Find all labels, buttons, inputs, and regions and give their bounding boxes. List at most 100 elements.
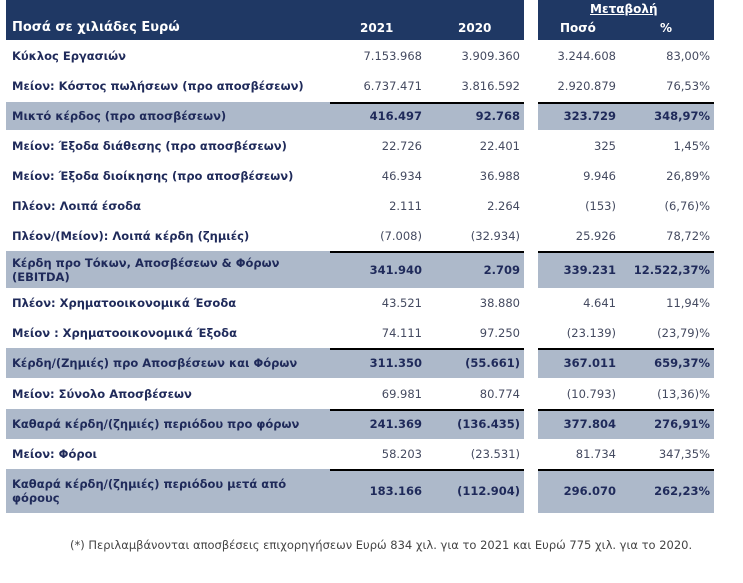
total-rule: [330, 409, 524, 411]
value-2021: (7.008): [380, 229, 422, 243]
change-pct: 659,37%: [654, 356, 710, 370]
row-band: [6, 469, 524, 513]
table-row-subtotal: Μικτό κέρδος (προ αποσβέσεων) 416.497 92…: [0, 102, 743, 130]
value-2021: 311.350: [369, 356, 422, 370]
value-2021: 341.940: [369, 262, 422, 277]
table-row: Μείον: Έξοδα διάθεσης (προ αποσβέσεων) 2…: [0, 132, 743, 160]
row-label: Κύκλος Εργασιών: [12, 49, 126, 63]
col-2021: 2021: [360, 21, 394, 35]
table-row: Μείον: Έξοδα διοίκησης (προ αποσβέσεων) …: [0, 162, 743, 190]
row-label: Μείον: Έξοδα διοίκησης (προ αποσβέσεων): [12, 169, 294, 183]
change-amount: 367.011: [563, 356, 616, 370]
change-pct: 348,97%: [654, 109, 710, 123]
row-label: Μείον: Κόστος πωλήσεων (προ αποσβέσεων): [12, 79, 304, 93]
value-2021: 58.203: [381, 447, 422, 461]
change-amount: (153): [585, 199, 616, 213]
value-2021: 22.726: [381, 139, 422, 153]
value-2020: 3.909.360: [461, 49, 520, 63]
value-2021: 2.111: [389, 199, 422, 213]
row-label: Κέρδη προ Τόκων, Αποσβέσεων & Φόρων (EBI…: [12, 255, 280, 284]
change-amount: 4.641: [583, 296, 616, 310]
value-2020: (55.661): [465, 356, 520, 370]
row-band: [6, 409, 524, 439]
value-2021: 241.369: [369, 417, 422, 431]
change-group-header: Μεταβολή: [590, 2, 658, 16]
row-label: Πλέον: Λοιπά έσοδα: [12, 199, 141, 213]
row-label: Καθαρά κέρδη/(ζημιές) περιόδου μετά από …: [12, 477, 287, 505]
change-pct: 26,89%: [666, 169, 710, 183]
value-2020: 38.880: [479, 296, 520, 310]
change-amount: 377.804: [563, 417, 616, 431]
row-band: [538, 469, 714, 513]
table-row: Μείον : Χρηματοοικονομικά Έξοδα 74.111 9…: [0, 319, 743, 347]
change-pct: (13,36)%: [657, 387, 710, 401]
col-2020: 2020: [458, 21, 492, 35]
change-pct: 1,45%: [673, 139, 710, 153]
table-row-subtotal: Κέρδη προ Τόκων, Αποσβέσεων & Φόρων (EBI…: [0, 251, 743, 288]
col-amount: Ποσό: [560, 21, 596, 35]
value-2020: 80.774: [479, 387, 520, 401]
value-2020: (32.934): [470, 229, 520, 243]
change-amount: 339.231: [563, 262, 616, 277]
row-label: Μείον: Φόροι: [12, 447, 97, 461]
row-band: [6, 251, 524, 288]
total-rule: [538, 469, 714, 471]
row-label: Πλέον: Χρηματοοικονομικά Έσοδα: [12, 296, 237, 310]
value-2020: 2.264: [487, 199, 520, 213]
change-pct: 347,35%: [658, 447, 710, 461]
value-2021: 416.497: [369, 109, 422, 123]
table-row-subtotal: Κέρδη/(Ζημιές) προ Αποσβέσεων και Φόρων …: [0, 348, 743, 378]
row-band: [538, 409, 714, 439]
change-pct: 83,00%: [666, 49, 710, 63]
change-pct: (6,76)%: [664, 199, 710, 213]
change-amount: 325: [594, 139, 616, 153]
change-pct: 276,91%: [654, 417, 710, 431]
row-band: [538, 251, 714, 288]
table-row: Μείον: Σύνολο Αποσβέσεων 69.981 80.774 (…: [0, 380, 743, 408]
value-2020: (23.531): [470, 447, 520, 461]
change-amount: 2.920.879: [557, 79, 616, 93]
table-row-subtotal: Καθαρά κέρδη/(ζημιές) περιόδου προ φόρων…: [0, 409, 743, 439]
row-band: [6, 348, 524, 378]
value-2020: 97.250: [479, 326, 520, 340]
row-label: Κέρδη/(Ζημιές) προ Αποσβέσεων και Φόρων: [12, 356, 298, 370]
change-pct: (23,79)%: [657, 326, 710, 340]
table-row: Πλέον: Χρηματοοικονομικά Έσοδα 43.521 38…: [0, 289, 743, 317]
total-rule: [538, 251, 714, 253]
table-row: Πλέον: Λοιπά έσοδα 2.111 2.264 (153) (6,…: [0, 192, 743, 220]
change-pct: 262,23%: [654, 484, 710, 498]
row-band: [538, 102, 714, 130]
value-2020: (136.435): [457, 417, 520, 431]
total-rule: [330, 469, 524, 471]
row-label: Καθαρά κέρδη/(ζημιές) περιόδου προ φόρων: [12, 417, 300, 431]
table-header-left: [6, 0, 524, 40]
value-2021: 46.934: [381, 169, 422, 183]
table-row: Πλέον/(Μείον): Λοιπά κέρδη (ζημιές) (7.0…: [0, 222, 743, 250]
total-rule: [330, 102, 524, 104]
change-amount: 25.926: [575, 229, 616, 243]
table-row: Κύκλος Εργασιών 7.153.968 3.909.360 3.24…: [0, 42, 743, 70]
total-rule: [538, 348, 714, 350]
table-row-subtotal: Καθαρά κέρδη/(ζημιές) περιόδου μετά από …: [0, 469, 743, 513]
change-amount: 323.729: [563, 109, 616, 123]
row-label: Πλέον/(Μείον): Λοιπά κέρδη (ζημιές): [12, 229, 250, 243]
row-label: Μείον: Έξοδα διάθεσης (προ αποσβέσεων): [12, 139, 287, 153]
value-2021: 7.153.968: [363, 49, 422, 63]
total-rule: [330, 251, 524, 253]
value-2020: 22.401: [479, 139, 520, 153]
total-rule: [330, 348, 524, 350]
table-row: Μείον: Φόροι 58.203 (23.531) 81.734 347,…: [0, 440, 743, 468]
row-label: Μικτό κέρδος (προ αποσβέσεων): [12, 109, 227, 123]
value-2021: 43.521: [381, 296, 422, 310]
footnote: (*) Περιλαμβάνονται αποσβέσεις επιχορηγή…: [70, 538, 693, 552]
change-amount: 296.070: [563, 484, 616, 498]
value-2020: (112.904): [457, 484, 520, 498]
row-label: Μείον : Χρηματοοικονομικά Έξοδα: [12, 326, 237, 340]
table-header-right: [538, 0, 714, 40]
total-rule: [538, 409, 714, 411]
col-pct: %: [660, 21, 673, 35]
value-2020: 92.768: [475, 109, 520, 123]
change-pct: 11,94%: [666, 296, 710, 310]
value-2021: 69.981: [381, 387, 422, 401]
row-label: Μείον: Σύνολο Αποσβέσεων: [12, 387, 192, 401]
